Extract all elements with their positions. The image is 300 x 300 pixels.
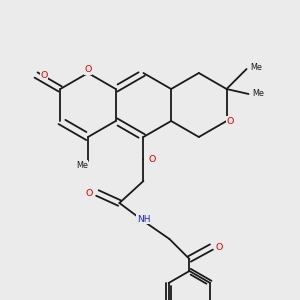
- Text: O: O: [149, 154, 156, 164]
- Text: O: O: [40, 70, 48, 80]
- Text: O: O: [227, 116, 234, 125]
- Text: O: O: [84, 65, 92, 74]
- Text: O: O: [216, 242, 223, 251]
- Text: Me: Me: [76, 160, 88, 169]
- Text: NH: NH: [137, 214, 150, 224]
- Text: Me: Me: [250, 62, 262, 71]
- Text: Me: Me: [253, 89, 265, 98]
- Text: O: O: [86, 188, 93, 197]
